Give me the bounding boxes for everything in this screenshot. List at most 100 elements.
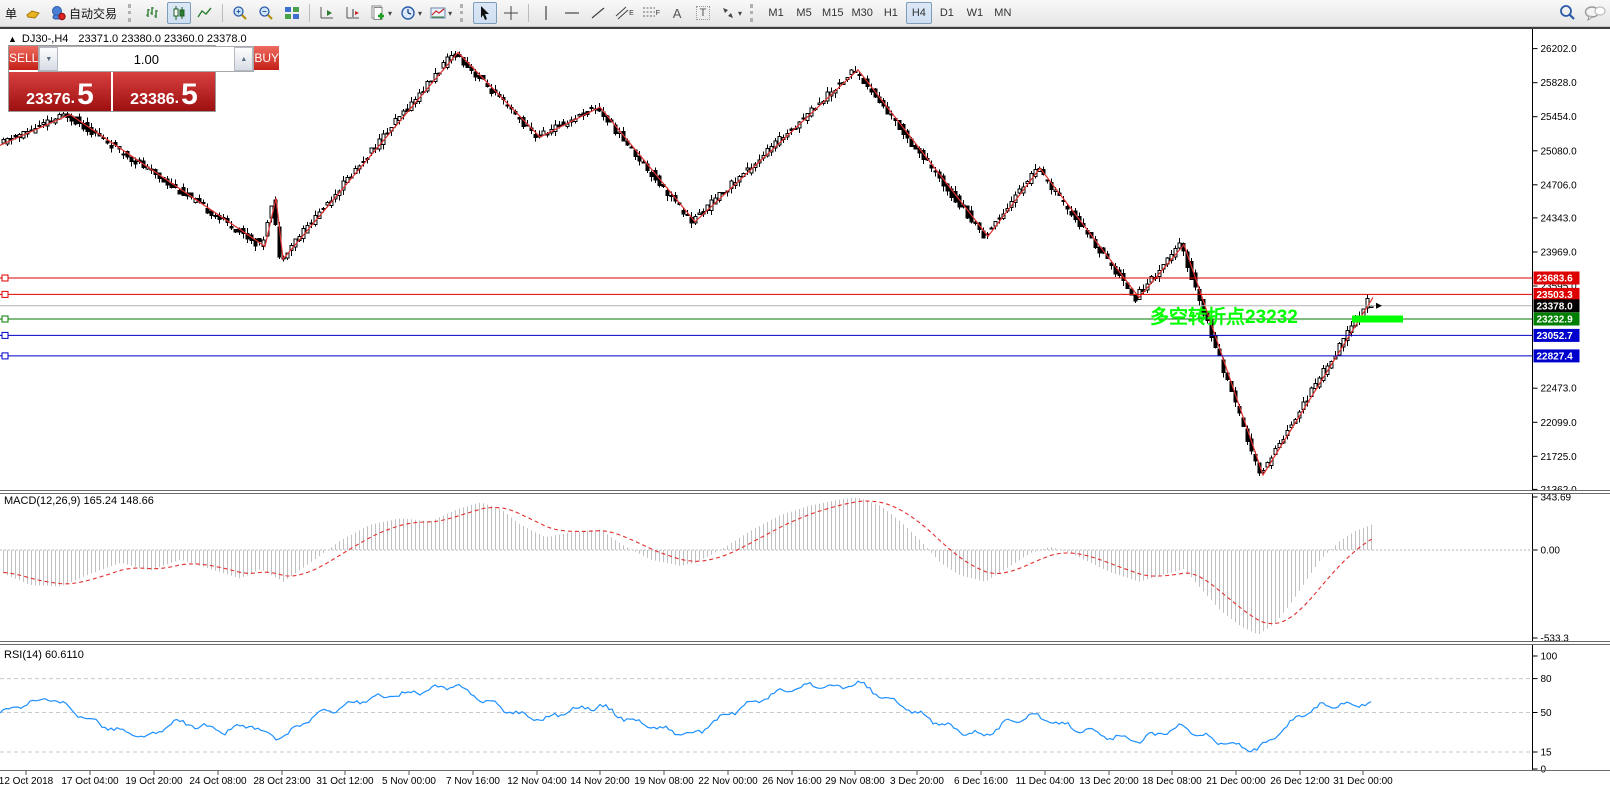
rsi-label: RSI(14) 60.6110 xyxy=(4,649,84,661)
svg-text:13 Dec 20:00: 13 Dec 20:00 xyxy=(1079,776,1139,787)
toolbar-separator xyxy=(222,4,224,22)
svg-text:18 Dec 08:00: 18 Dec 08:00 xyxy=(1142,776,1202,787)
svg-text:25080.0: 25080.0 xyxy=(1541,146,1578,157)
channel-letter: E xyxy=(629,9,634,17)
line-handle[interactable] xyxy=(1,315,9,323)
equidistant-channel-button[interactable]: E xyxy=(612,2,637,24)
volume-decrease-button[interactable]: ▼ xyxy=(39,47,59,71)
tab-timeframe-mn[interactable]: MN xyxy=(994,7,1012,19)
tab-timeframe-h1[interactable]: H1 xyxy=(883,7,898,19)
volume-input[interactable] xyxy=(58,47,235,71)
pane-splitter[interactable] xyxy=(0,490,1610,494)
svg-text:5 Nov 00:00: 5 Nov 00:00 xyxy=(382,776,436,787)
tab-timeframe-m5[interactable]: M5 xyxy=(796,7,812,19)
svg-text:3 Dec 20:00: 3 Dec 20:00 xyxy=(890,776,944,787)
line-handle[interactable] xyxy=(1,274,9,282)
tab-timeframe-m30[interactable]: M30 xyxy=(851,7,873,19)
svg-text:22827.4: 22827.4 xyxy=(1537,351,1574,362)
sell-price-dot: . xyxy=(70,90,76,107)
macd-signal-line xyxy=(3,500,1372,625)
svg-text:28 Oct 23:00: 28 Oct 23:00 xyxy=(253,776,311,787)
line-handle[interactable] xyxy=(1,290,9,298)
line-handle[interactable] xyxy=(1,352,9,360)
sell-price[interactable]: 23376. 5 xyxy=(9,72,113,111)
buy-price[interactable]: 23386. 5 xyxy=(113,72,215,111)
svg-text:11 Dec 04:00: 11 Dec 04:00 xyxy=(1016,776,1075,787)
svg-text:12 Nov 04:00: 12 Nov 04:00 xyxy=(507,776,567,787)
zoom-out-button[interactable] xyxy=(254,2,278,24)
symbol-period: DJ30-,H4 xyxy=(21,33,69,45)
horizontal-line-button[interactable] xyxy=(560,2,584,24)
svg-text:19 Oct 20:00: 19 Oct 20:00 xyxy=(125,776,183,787)
vertical-line-button[interactable] xyxy=(534,2,558,24)
crosshair-button[interactable] xyxy=(499,2,523,24)
buy-price-main: 23386 xyxy=(130,91,175,108)
svg-text:14 Nov 20:00: 14 Nov 20:00 xyxy=(570,776,630,787)
search-button[interactable] xyxy=(1555,2,1579,24)
chart-shift-button[interactable] xyxy=(315,2,339,24)
dropdown-caret-icon: ▾ xyxy=(388,8,393,18)
new-order-label[interactable]: 单 xyxy=(5,6,18,21)
tab-timeframe-w1[interactable]: W1 xyxy=(966,7,984,19)
sell-price-main: 23376 xyxy=(26,91,71,108)
text-button[interactable]: A xyxy=(665,2,689,24)
chat-button[interactable] xyxy=(1581,2,1609,24)
svg-text:19 Nov 08:00: 19 Nov 08:00 xyxy=(634,776,694,787)
dropdown-caret-icon: ▾ xyxy=(448,8,453,18)
periods-button[interactable]: ▾ xyxy=(397,2,425,24)
trendline-button[interactable] xyxy=(586,2,610,24)
sell-button[interactable]: SELL xyxy=(9,46,39,72)
volume-increase-button[interactable]: ▲ xyxy=(234,47,254,71)
svg-text:7 Nov 16:00: 7 Nov 16:00 xyxy=(446,776,500,787)
line-chart-button[interactable] xyxy=(193,2,217,24)
one-click-trading-panel: SELL ▼ ▲ BUY 23376.5 23386.5 xyxy=(8,45,280,112)
candlestick-chart-button[interactable] xyxy=(167,2,192,24)
annotation-bar[interactable] xyxy=(1352,315,1403,323)
fibonacci-button[interactable]: F xyxy=(639,2,663,24)
tab-timeframe-h4[interactable]: H4 xyxy=(905,2,932,24)
text-letter: A xyxy=(672,5,682,21)
toolbar-border xyxy=(0,27,1610,29)
svg-text:26 Dec 12:00: 26 Dec 12:00 xyxy=(1270,776,1330,787)
svg-text:31 Dec 00:00: 31 Dec 00:00 xyxy=(1333,776,1393,787)
svg-text:12 Oct 2018: 12 Oct 2018 xyxy=(0,776,54,787)
tile-windows-button[interactable] xyxy=(280,2,304,24)
svg-text:21725.0: 21725.0 xyxy=(1541,452,1578,463)
svg-text:17 Oct 04:00: 17 Oct 04:00 xyxy=(61,776,119,787)
zoom-in-button[interactable] xyxy=(228,2,252,24)
svg-text:25828.0: 25828.0 xyxy=(1541,78,1578,89)
buy-button[interactable]: BUY xyxy=(254,46,280,72)
svg-text:6 Dec 16:00: 6 Dec 16:00 xyxy=(954,776,1008,787)
line-handle[interactable] xyxy=(1,331,9,339)
svg-text:343.69: 343.69 xyxy=(1541,493,1572,504)
autotrading-button[interactable]: 自动交易 xyxy=(47,2,123,24)
text-label-button[interactable]: T xyxy=(691,2,715,24)
svg-text:22473.0: 22473.0 xyxy=(1541,384,1578,395)
templates-button[interactable]: ▾ xyxy=(427,2,455,24)
collapse-arrow-icon[interactable]: ▲ xyxy=(8,34,17,44)
zigzag-line[interactable] xyxy=(0,51,1374,477)
pane-splitter xyxy=(0,770,1610,771)
svg-text:24343.0: 24343.0 xyxy=(1541,213,1578,224)
toolbar: 单 自动交易 xyxy=(0,0,1610,27)
fibo-letter: F xyxy=(655,9,661,17)
bar-chart-button[interactable] xyxy=(141,2,165,24)
svg-text:80: 80 xyxy=(1541,674,1553,685)
pane-splitter[interactable] xyxy=(0,641,1610,645)
svg-text:31 Oct 12:00: 31 Oct 12:00 xyxy=(316,776,374,787)
tab-timeframe-m15[interactable]: M15 xyxy=(822,7,844,19)
tab-timeframe-d1[interactable]: D1 xyxy=(939,7,954,19)
svg-text:-533.3: -533.3 xyxy=(1541,634,1570,645)
cursor-button[interactable] xyxy=(473,2,498,24)
arrows-button[interactable]: ▾ xyxy=(717,2,745,24)
annotation-text[interactable]: 多空转折点23232 xyxy=(1150,307,1298,328)
buy-price-frac: 5 xyxy=(181,78,198,111)
svg-text:50: 50 xyxy=(1541,708,1553,719)
market-watch-icon[interactable] xyxy=(21,2,45,24)
tab-timeframe-m1[interactable]: M1 xyxy=(768,7,784,19)
toolbar-grip xyxy=(460,4,468,22)
new-order-button[interactable]: ▾ xyxy=(367,2,395,24)
auto-scroll-button[interactable] xyxy=(341,2,365,24)
svg-text:25454.0: 25454.0 xyxy=(1541,112,1578,123)
